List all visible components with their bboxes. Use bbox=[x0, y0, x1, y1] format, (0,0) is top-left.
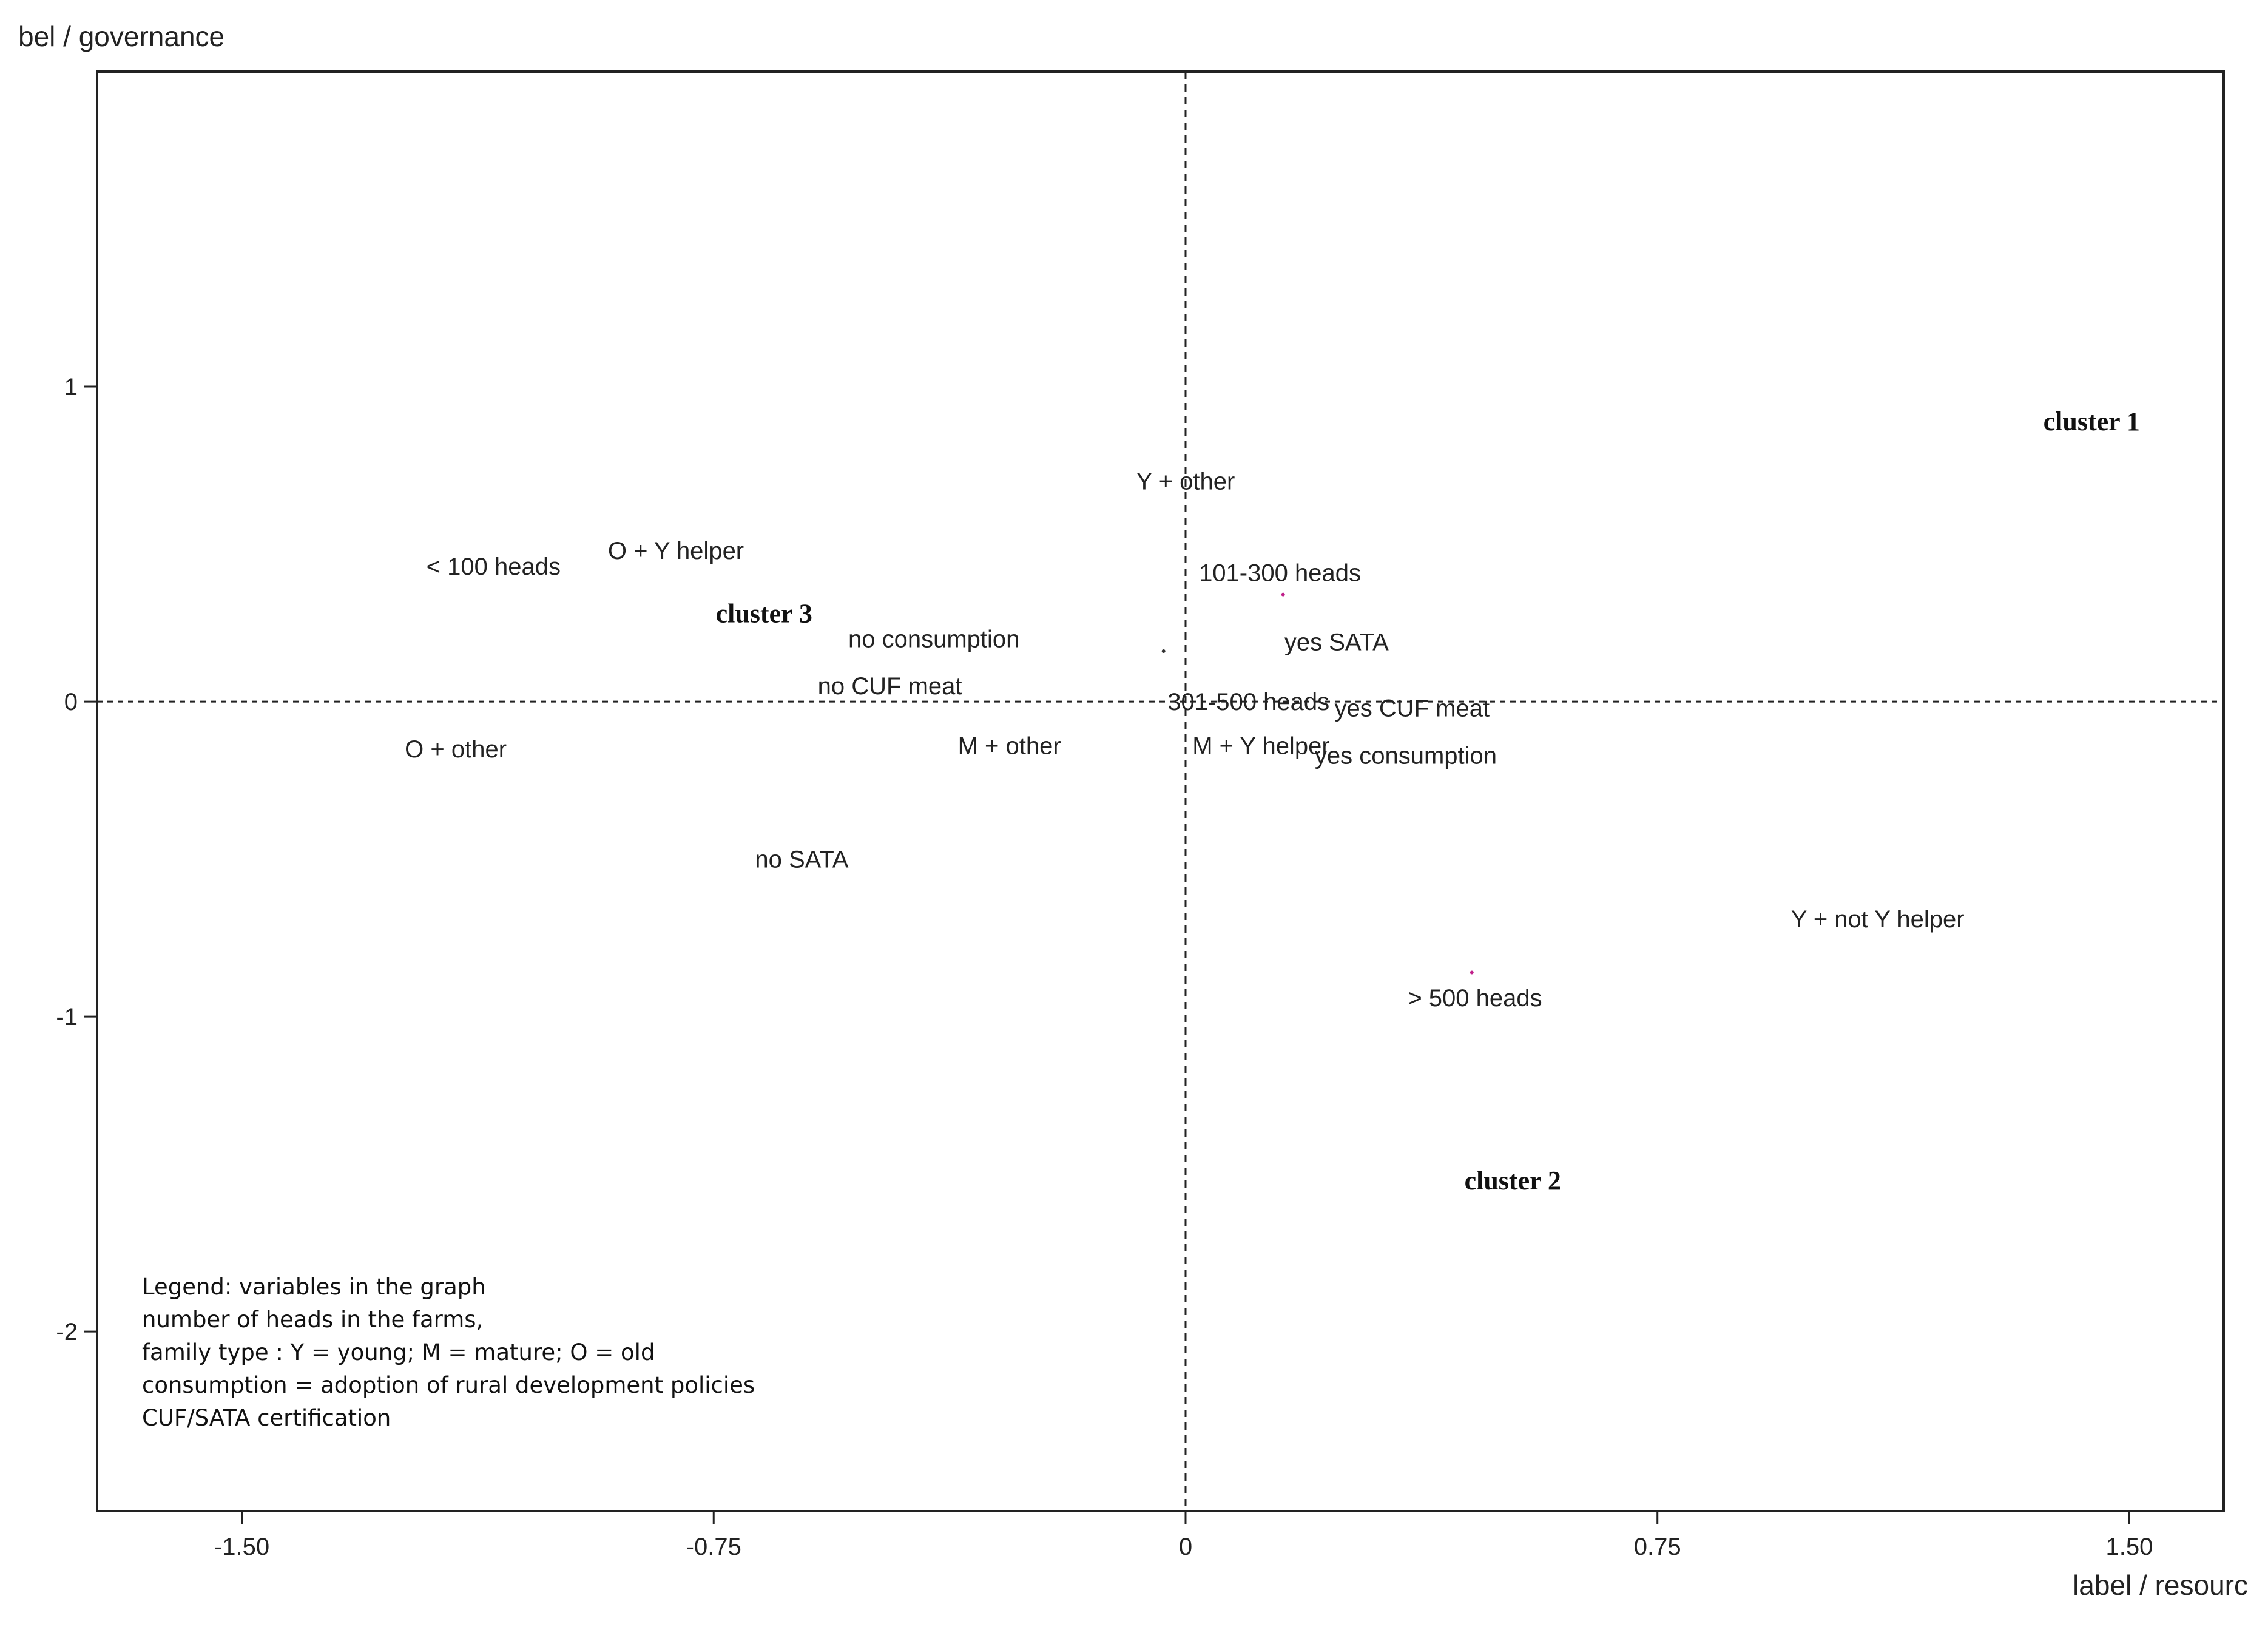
legend-line: consumption = adoption of rural developm… bbox=[142, 1372, 755, 1398]
point-label: 101-300 heads bbox=[1199, 560, 1361, 586]
cluster-label: cluster 1 bbox=[2044, 407, 2140, 436]
point-label: M + Y helper bbox=[1192, 733, 1329, 760]
point-label: O + Y helper bbox=[608, 538, 744, 564]
point-labels: Y + other < 100 heads O + Y helper 101-300 … bbox=[405, 468, 1964, 1012]
cluster-labels: cluster 1 cluster 2 cluster 3 bbox=[716, 407, 2140, 1196]
point-label: > 500 heads bbox=[1408, 985, 1542, 1012]
x-tick-label: -1.50 bbox=[214, 1534, 269, 1560]
x-axis-ticks: -1.50 -0.75 0 0.75 1.50 bbox=[214, 1511, 2153, 1560]
y-tick-label: -2 bbox=[56, 1319, 78, 1345]
point-label: no SATA bbox=[755, 847, 848, 873]
x-axis-title: label / resourc bbox=[2073, 1569, 2248, 1601]
legend-box: Legend: variables in the graph number of … bbox=[142, 1274, 755, 1431]
legend-line: family type : Y = young; M = mature; O =… bbox=[142, 1339, 655, 1365]
point-label: 301-500 heads bbox=[1167, 689, 1329, 715]
legend-line: number of heads in the farms, bbox=[142, 1307, 483, 1333]
y-tick-label: 1 bbox=[64, 374, 78, 401]
point-label: < 100 heads bbox=[427, 553, 561, 580]
plot-frame bbox=[96, 70, 2225, 1512]
point-label: yes SATA bbox=[1284, 629, 1389, 655]
y-axis-ticks: 1 0 -1 -2 bbox=[56, 374, 97, 1345]
point-label: no consumption bbox=[848, 626, 1019, 652]
y-tick-label: -1 bbox=[56, 1004, 78, 1030]
point-markers bbox=[1161, 592, 1474, 975]
x-tick-label: 1.50 bbox=[2106, 1534, 2153, 1560]
reference-lines bbox=[97, 72, 2224, 1511]
x-tick-label: -0.75 bbox=[686, 1534, 741, 1560]
point-label: Y + not Y helper bbox=[1791, 906, 1965, 933]
point-marker bbox=[1161, 649, 1166, 654]
point-label: no CUF meat bbox=[818, 673, 962, 700]
y-axis-title: bel / governance bbox=[18, 21, 224, 52]
legend-line: Legend: variables in the graph bbox=[142, 1274, 486, 1300]
cluster-label: cluster 2 bbox=[1465, 1166, 1561, 1196]
point-label: yes consumption bbox=[1315, 742, 1497, 769]
point-marker bbox=[1470, 970, 1474, 975]
x-tick-label: 0 bbox=[1179, 1534, 1192, 1560]
x-tick-label: 0.75 bbox=[1634, 1534, 1681, 1560]
y-tick-label: 0 bbox=[64, 689, 78, 715]
point-label: O + other bbox=[405, 736, 507, 763]
point-label: M + other bbox=[958, 733, 1061, 760]
cluster-label: cluster 3 bbox=[716, 599, 812, 629]
legend-line: CUF/SATA certification bbox=[142, 1405, 391, 1431]
point-label: Y + other bbox=[1136, 468, 1235, 495]
point-label: yes CUF meat bbox=[1334, 695, 1490, 722]
point-marker bbox=[1281, 592, 1285, 597]
